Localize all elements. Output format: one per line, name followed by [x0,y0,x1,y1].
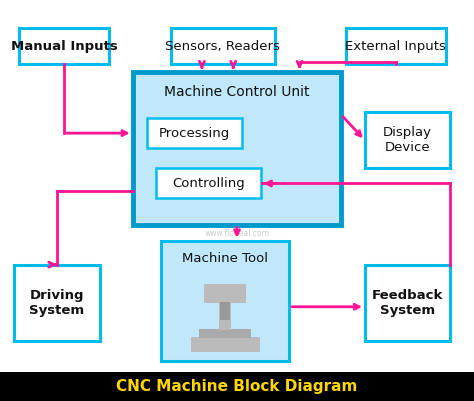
Text: www.flodeal.com: www.flodeal.com [204,229,270,238]
FancyBboxPatch shape [199,329,251,338]
Text: Machine Control Unit: Machine Control Unit [164,85,310,99]
FancyBboxPatch shape [147,118,242,148]
FancyBboxPatch shape [365,112,450,168]
FancyBboxPatch shape [133,72,341,225]
Text: CNC Machine Block Diagram: CNC Machine Block Diagram [116,379,358,394]
Text: Display
Device: Display Device [383,126,432,154]
FancyBboxPatch shape [219,300,231,330]
Text: Processing: Processing [159,127,230,140]
FancyBboxPatch shape [19,28,109,64]
FancyBboxPatch shape [14,265,100,341]
FancyBboxPatch shape [346,28,446,64]
FancyBboxPatch shape [0,372,474,401]
FancyBboxPatch shape [156,168,261,198]
Text: Feedback
System: Feedback System [372,289,443,317]
Text: Machine Tool: Machine Tool [182,252,268,265]
FancyBboxPatch shape [220,302,230,320]
Text: External Inputs: External Inputs [346,40,446,53]
Text: Driving
System: Driving System [29,289,84,317]
FancyBboxPatch shape [161,241,289,361]
FancyBboxPatch shape [171,28,275,64]
FancyBboxPatch shape [191,337,260,352]
Text: Sensors, Readers: Sensors, Readers [165,40,280,53]
Text: Manual Inputs: Manual Inputs [10,40,118,53]
FancyBboxPatch shape [365,265,450,341]
Text: Controlling: Controlling [172,177,245,190]
FancyBboxPatch shape [204,284,246,303]
